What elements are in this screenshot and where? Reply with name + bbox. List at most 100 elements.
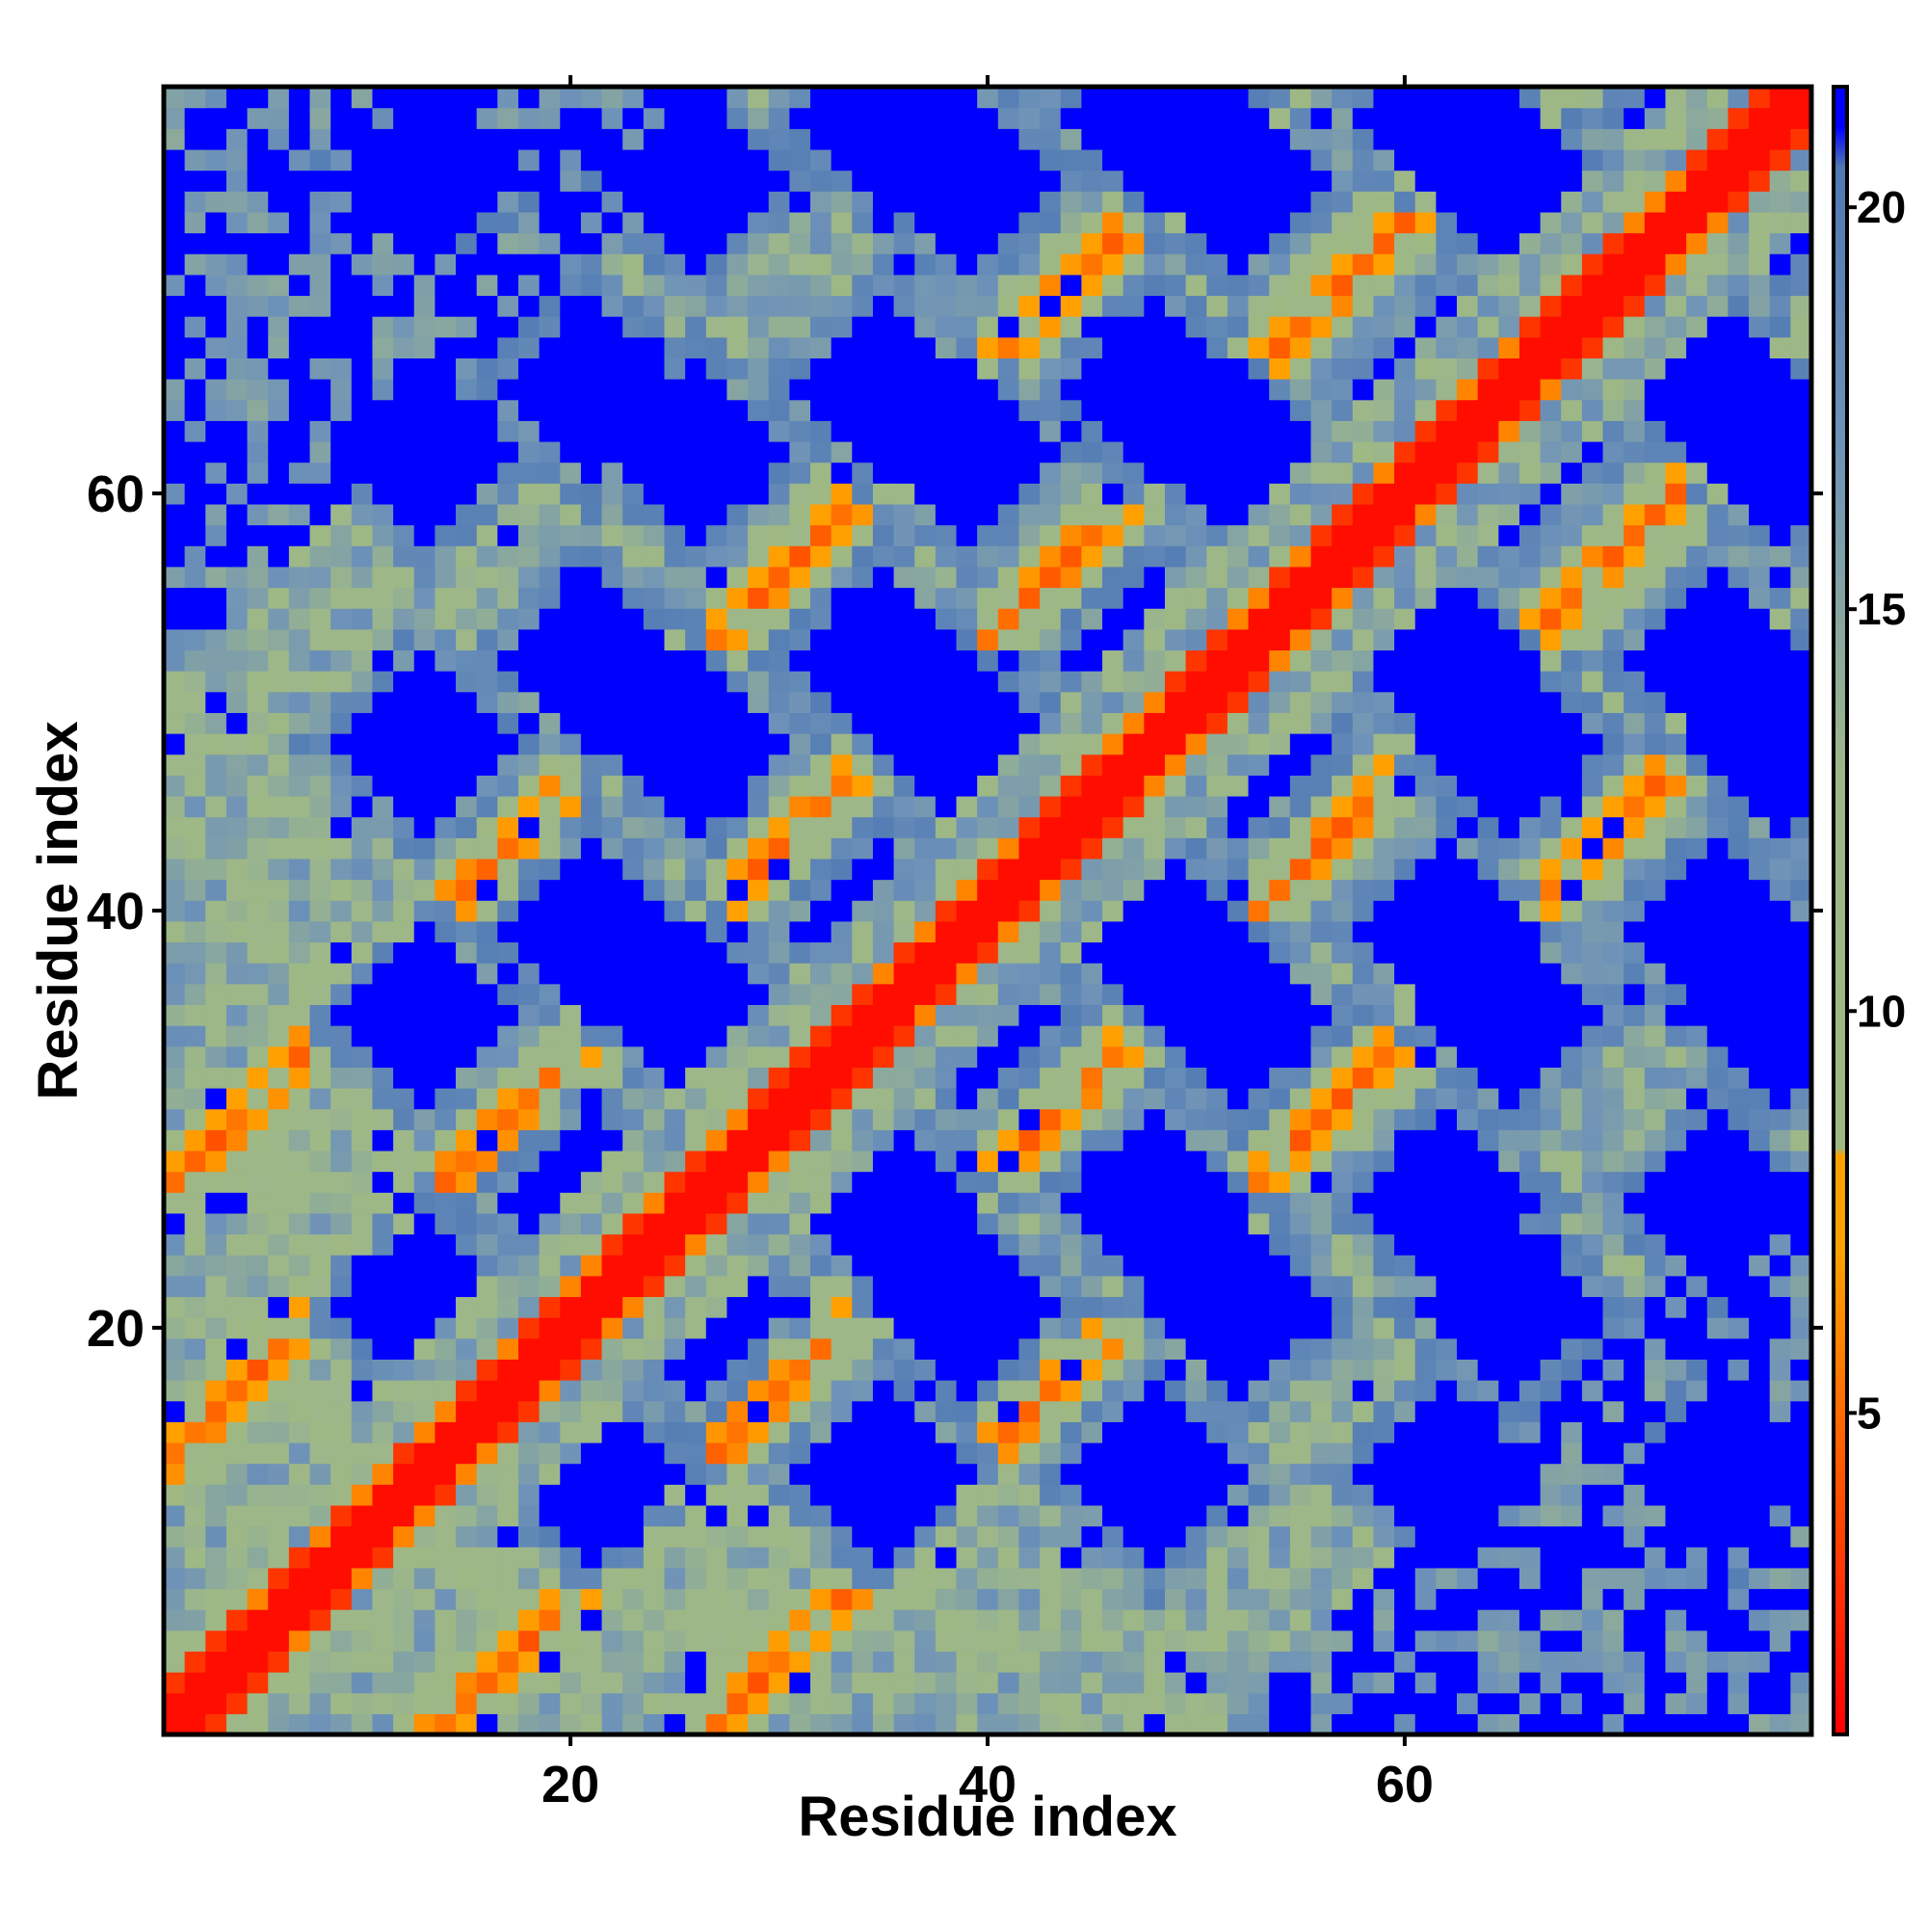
heatmap-cell: [1040, 733, 1062, 755]
heatmap-cell: [1040, 1067, 1062, 1089]
heatmap-cell: [225, 1651, 249, 1673]
heatmap-cell: [685, 232, 707, 254]
heatmap-cell: [705, 1651, 728, 1673]
heatmap-cell: [205, 816, 227, 838]
heatmap-cell: [914, 232, 937, 254]
heatmap-cell: [1081, 1025, 1103, 1047]
heatmap-cell: [205, 1067, 227, 1089]
heatmap-cell: [560, 1045, 582, 1068]
heatmap-cell: [685, 754, 707, 776]
heatmap-cell: [768, 900, 790, 922]
heatmap-cell: [1227, 379, 1250, 401]
heatmap-cell: [1227, 775, 1250, 797]
heatmap-cell: [456, 399, 478, 421]
heatmap-cell: [705, 483, 728, 505]
heatmap-cell: [268, 1192, 290, 1214]
heatmap-cell: [184, 87, 206, 109]
heatmap-cell: [601, 1463, 623, 1485]
heatmap-cell: [977, 503, 999, 526]
heatmap-cell: [1144, 1129, 1166, 1151]
heatmap-cell: [205, 1463, 227, 1485]
heatmap-cell: [810, 712, 832, 734]
heatmap-cell: [1373, 671, 1395, 693]
heatmap-cell: [1040, 671, 1062, 693]
heatmap-cell: [956, 983, 978, 1006]
heatmap-cell: [435, 1629, 457, 1653]
heatmap-cell: [1227, 1233, 1250, 1256]
heatmap-cell: [560, 1275, 582, 1298]
heatmap-cell: [977, 1421, 999, 1443]
heatmap-cell: [643, 1380, 666, 1402]
heatmap-cell: [705, 816, 728, 838]
heatmap-cell: [789, 1275, 811, 1298]
heatmap-cell: [1269, 462, 1291, 484]
heatmap-cell: [225, 1067, 249, 1089]
heatmap-cell: [977, 1400, 999, 1422]
heatmap-cell: [1122, 587, 1145, 609]
heatmap-cell: [664, 858, 686, 881]
heatmap-cell: [456, 1629, 478, 1653]
heatmap-cell: [413, 1359, 436, 1381]
heatmap-cell: [580, 712, 603, 734]
heatmap-cell: [664, 191, 686, 213]
heatmap-cell: [268, 1067, 290, 1089]
heatmap-cell: [330, 128, 353, 150]
heatmap-cell: [977, 1442, 999, 1465]
heatmap-cell: [413, 1045, 436, 1068]
heatmap-cell: [852, 191, 874, 213]
heatmap-cell: [393, 191, 415, 213]
heatmap-cell: [643, 1609, 666, 1631]
heatmap-cell: [372, 1713, 394, 1735]
heatmap-cell: [205, 1380, 227, 1402]
heatmap-cell: [1289, 608, 1312, 630]
heatmap-cell: [1310, 483, 1333, 505]
heatmap-cell: [935, 628, 958, 651]
heatmap-cell: [622, 1337, 645, 1360]
heatmap-cell: [1018, 191, 1041, 213]
heatmap-cell: [1352, 837, 1375, 860]
heatmap-cell: [768, 1255, 790, 1277]
heatmap-cell: [1060, 1255, 1083, 1277]
heatmap-cell: [184, 336, 206, 358]
heatmap-cell: [872, 1692, 895, 1714]
heatmap-cell: [643, 440, 666, 463]
heatmap-cell: [1289, 1588, 1312, 1610]
heatmap-cell: [1436, 941, 1458, 964]
heatmap-cell: [330, 1484, 353, 1506]
heatmap-cell: [726, 148, 749, 172]
heatmap-cell: [580, 816, 603, 838]
heatmap-cell: [935, 462, 958, 484]
heatmap-cell: [1081, 1692, 1103, 1714]
heatmap-cell: [1414, 1400, 1437, 1422]
heatmap-cell: [497, 483, 519, 505]
heatmap-cell: [810, 399, 832, 421]
heatmap-cell: [1227, 1004, 1250, 1026]
heatmap-cell: [1122, 1504, 1145, 1527]
heatmap-cell: [893, 232, 915, 254]
heatmap-cell: [726, 170, 749, 192]
heatmap-cell: [977, 295, 999, 317]
heatmap-cell: [768, 712, 790, 734]
heatmap-cell: [393, 733, 415, 755]
heatmap-cell: [164, 1588, 186, 1610]
heatmap-cell: [1144, 1255, 1166, 1277]
heatmap-cell: [1144, 963, 1166, 985]
heatmap-cell: [1144, 1108, 1166, 1130]
heatmap-cell: [768, 295, 790, 317]
heatmap-cell: [643, 1171, 666, 1193]
heatmap-cell: [497, 1609, 519, 1631]
heatmap-cell: [872, 566, 895, 589]
heatmap-cell: [748, 587, 770, 609]
heatmap-cell: [1289, 295, 1312, 317]
heatmap-cell: [309, 211, 331, 234]
heatmap-cell: [914, 900, 937, 922]
heatmap-cell: [456, 316, 478, 338]
heatmap-cell: [1206, 879, 1228, 901]
heatmap-cell: [1373, 1672, 1395, 1694]
heatmap-cell: [1373, 816, 1395, 838]
heatmap-cell: [664, 440, 686, 463]
heatmap-cell: [184, 900, 206, 922]
heatmap-cell: [622, 671, 645, 693]
heatmap-cell: [1081, 608, 1103, 630]
heatmap-cell: [580, 1192, 603, 1214]
